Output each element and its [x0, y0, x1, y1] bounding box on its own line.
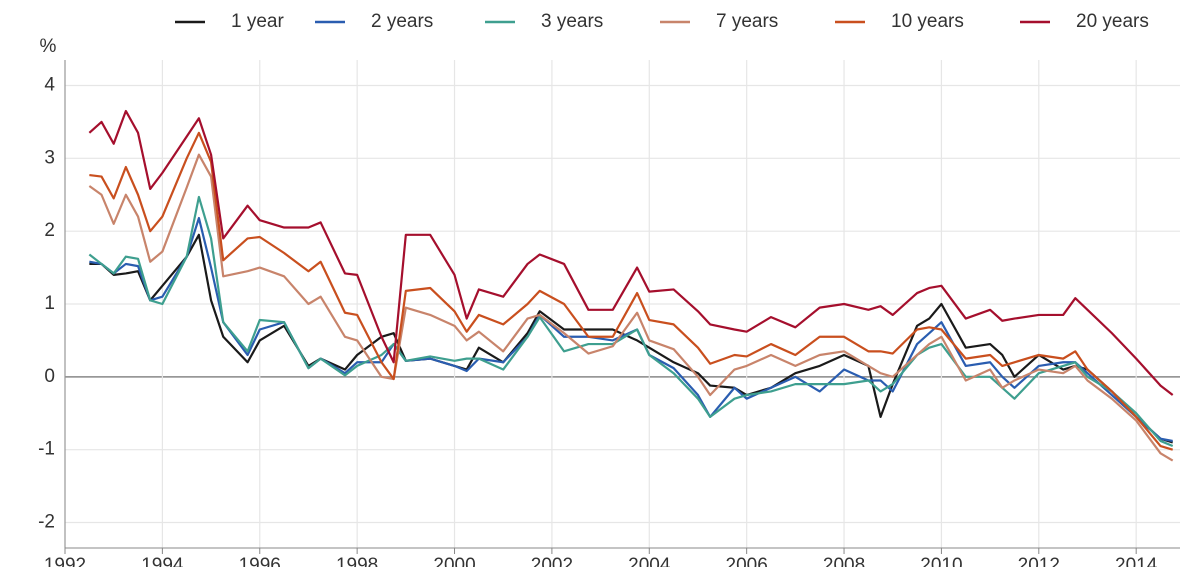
- x-tick-label: 2006: [726, 555, 768, 567]
- x-tick-label: 2010: [920, 555, 962, 567]
- y-tick-label: 0: [44, 366, 55, 387]
- series-line: [88, 153, 1174, 462]
- y-tick-label: 3: [44, 147, 55, 168]
- x-tick-label: 1992: [44, 555, 86, 567]
- series-line: [89, 131, 1174, 451]
- y-tick-label: 1: [44, 293, 55, 314]
- x-tick-label: 2004: [628, 555, 671, 567]
- x-tick-label: 2000: [433, 555, 475, 567]
- series-line: [88, 109, 1174, 396]
- series-line: [89, 233, 1174, 444]
- series-line: [89, 216, 1173, 443]
- x-tick-label: 1998: [336, 555, 378, 567]
- legend-label: 1 year: [231, 11, 284, 32]
- y-tick-label: -2: [38, 512, 55, 533]
- legend-label: 7 years: [716, 11, 778, 32]
- legend-label: 3 years: [541, 11, 603, 32]
- x-tick-label: 2008: [823, 555, 865, 567]
- legend-label: 20 years: [1076, 11, 1149, 32]
- y-tick-label: -1: [38, 439, 55, 460]
- x-tick-label: 1996: [239, 555, 281, 567]
- y-tick-label: 2: [44, 220, 55, 241]
- x-tick-label: 2012: [1018, 555, 1060, 567]
- x-tick-label: 1994: [141, 555, 184, 567]
- series-line: [88, 195, 1174, 448]
- legend-label: 10 years: [891, 11, 964, 32]
- x-tick-label: 2002: [531, 555, 573, 567]
- y-tick-label: 4: [44, 75, 55, 96]
- x-tick-label: 2014: [1115, 555, 1158, 567]
- y-axis-label: %: [40, 36, 57, 57]
- legend-label: 2 years: [371, 11, 433, 32]
